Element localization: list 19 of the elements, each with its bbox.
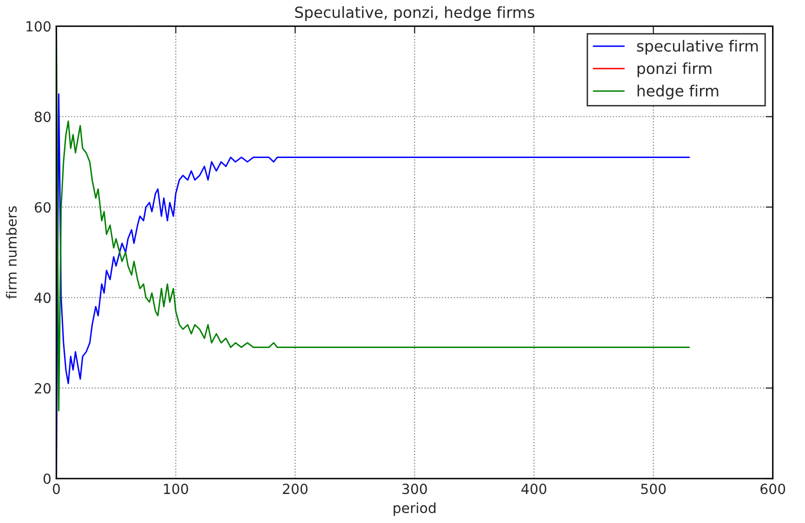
y-tick-label: 40 xyxy=(34,292,51,304)
y-tick-label: 20 xyxy=(34,383,51,394)
x-tick-label: 100 xyxy=(164,484,188,494)
y-tick-label: 60 xyxy=(34,202,51,213)
x-tick-label: 600 xyxy=(760,484,786,494)
x-axis-title: period xyxy=(394,502,436,516)
x-tick-label: 300 xyxy=(402,484,427,494)
y-axis-title: firm numbers xyxy=(6,206,17,299)
legend-label: hedge firm xyxy=(638,84,718,100)
y-tick-label: 100 xyxy=(26,21,51,32)
x-tick-label: 400 xyxy=(521,484,546,494)
x-tick-label: 0 xyxy=(52,484,60,494)
x-tick-label: 200 xyxy=(282,484,308,494)
legend-label: ponzi firm xyxy=(638,62,712,78)
legend-label: speculative firm xyxy=(637,40,758,55)
y-tick-label: 0 xyxy=(44,474,51,484)
y-tick-label: 80 xyxy=(34,112,51,122)
x-tick-label: 500 xyxy=(641,484,666,494)
chart-title: Speculative, ponzi, hedge firms xyxy=(295,6,534,21)
